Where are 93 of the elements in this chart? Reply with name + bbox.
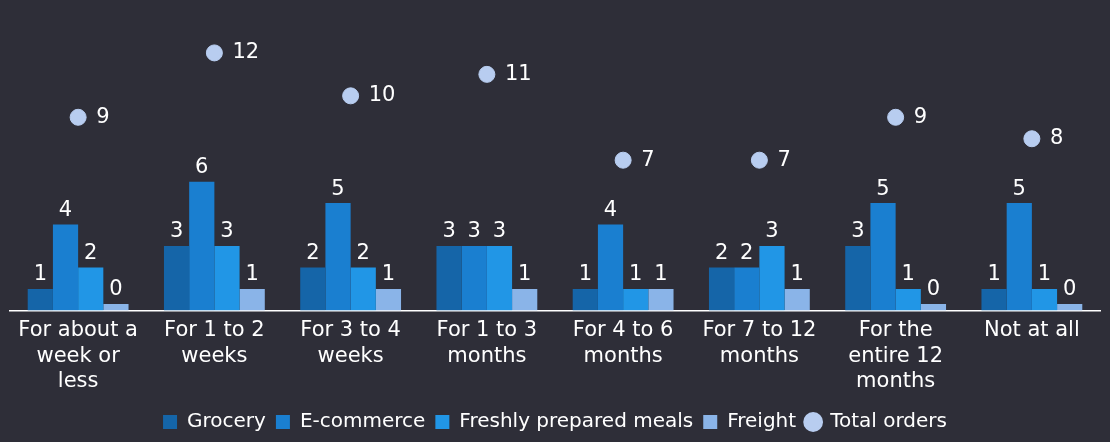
data-label: 2 xyxy=(356,239,370,264)
bar xyxy=(512,288,538,311)
data-label: 3 xyxy=(492,218,507,243)
data-label: 2 xyxy=(714,239,729,264)
data-label: 1 xyxy=(518,261,532,286)
point xyxy=(614,151,632,169)
data-label: 2 xyxy=(84,239,98,264)
bar xyxy=(461,246,487,311)
data-label: 7 xyxy=(641,146,655,171)
data-label: 3 xyxy=(765,218,779,243)
data-label: 7 xyxy=(777,146,791,171)
x-tick-label: For 4 to 6 months xyxy=(572,317,674,367)
data-label: 1 xyxy=(987,261,1001,286)
bar xyxy=(708,267,735,311)
data-label: 1 xyxy=(381,261,396,286)
data-label: 4 xyxy=(58,197,73,222)
bar xyxy=(300,267,326,311)
bar xyxy=(1006,203,1032,311)
data-label: 8 xyxy=(1049,125,1064,150)
point xyxy=(887,108,905,126)
bar xyxy=(759,246,785,311)
point xyxy=(1023,130,1041,148)
bar xyxy=(350,267,376,311)
data-label: 9 xyxy=(913,103,927,128)
data-label: 1 xyxy=(1037,261,1052,286)
data-label: 3 xyxy=(169,218,184,243)
data-label: 12 xyxy=(232,39,260,64)
data-label: 2 xyxy=(306,239,320,264)
x-tick-label: For 7 to 12 months xyxy=(702,317,817,367)
legend-label: Freight xyxy=(727,408,797,433)
data-label: 5 xyxy=(876,175,890,200)
bar xyxy=(920,303,947,311)
bar xyxy=(981,288,1007,311)
bar xyxy=(27,288,53,311)
data-label: 1 xyxy=(33,261,47,286)
x-tick-label: For 1 to 2 weeks xyxy=(164,317,265,367)
legend-label: Grocery xyxy=(187,408,267,433)
data-label: 3 xyxy=(851,218,865,243)
point xyxy=(478,65,496,83)
legend-label: Total orders xyxy=(829,408,947,433)
data-label: 2 xyxy=(740,239,754,264)
data-label: 1 xyxy=(901,261,915,286)
x-tick-label: For 3 to 4 weeks xyxy=(300,317,401,367)
data-label: 9 xyxy=(96,103,110,128)
data-label: 1 xyxy=(654,261,668,286)
bar xyxy=(436,246,462,311)
point xyxy=(342,87,360,105)
bar xyxy=(870,203,896,311)
bar xyxy=(325,203,351,311)
data-label: 10 xyxy=(368,82,396,107)
bar xyxy=(895,288,921,311)
bar xyxy=(214,246,240,311)
x-tick-label: For about a week or less xyxy=(18,317,138,392)
data-label: 0 xyxy=(1063,276,1077,301)
bar xyxy=(239,288,265,311)
data-label: 3 xyxy=(220,218,234,243)
legend-label: E-commerce xyxy=(299,408,426,433)
bar xyxy=(597,224,624,311)
data-label: 5 xyxy=(331,175,345,200)
data-label: 1 xyxy=(790,261,804,286)
bar xyxy=(623,288,649,311)
point xyxy=(750,151,768,169)
data-label: 3 xyxy=(442,218,456,243)
data-label: 3 xyxy=(467,218,481,243)
bar xyxy=(375,288,402,311)
data-label: 6 xyxy=(195,154,209,179)
data-label: 5 xyxy=(1012,175,1026,200)
bar xyxy=(572,288,598,311)
x-tick-label: For the entire 12 months xyxy=(848,317,944,392)
point xyxy=(205,44,223,62)
data-label: 11 xyxy=(504,60,532,85)
bar xyxy=(486,246,513,311)
x-tick-label: For 1 to 3 months xyxy=(436,317,538,367)
bar xyxy=(734,267,760,311)
bar xyxy=(103,303,129,311)
bar xyxy=(1031,288,1058,311)
data-label: 4 xyxy=(603,197,618,222)
bar xyxy=(845,246,871,311)
data-label: 1 xyxy=(629,261,643,286)
bar xyxy=(784,288,810,311)
legend-label: Freshly prepared meals xyxy=(459,408,694,433)
bar xyxy=(78,267,104,311)
data-label: 1 xyxy=(245,261,259,286)
x-tick-label: Not at all xyxy=(983,317,1080,342)
data-label: 0 xyxy=(926,276,941,301)
bar xyxy=(52,224,79,311)
data-label: 0 xyxy=(109,276,123,301)
bar xyxy=(189,181,215,311)
bar xyxy=(1057,303,1083,311)
bar xyxy=(163,246,190,311)
point xyxy=(69,108,87,126)
data-label: 1 xyxy=(578,261,592,286)
bar xyxy=(648,288,674,311)
